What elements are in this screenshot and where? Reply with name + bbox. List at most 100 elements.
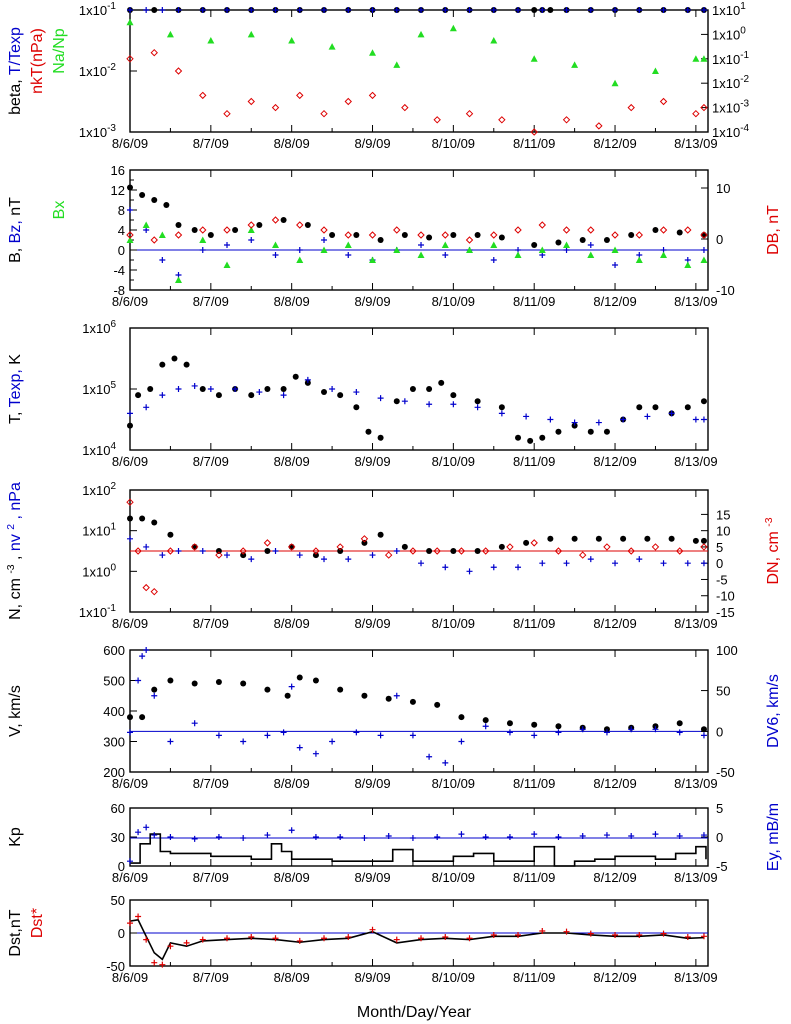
data-point	[280, 392, 287, 399]
data-point	[571, 535, 578, 542]
y-tick-label: 4	[118, 223, 125, 238]
data-point	[465, 236, 474, 244]
y-tick-label: 1x10-1	[79, 603, 117, 620]
data-point	[603, 832, 610, 839]
data-point	[418, 560, 425, 567]
data-point	[636, 7, 643, 13]
data-point	[563, 241, 571, 248]
plot-frame	[129, 9, 709, 133]
data-point	[215, 732, 222, 739]
y2-tick-label: -15	[716, 605, 735, 620]
x-tick-label: 8/7/09	[193, 616, 229, 631]
x-tick-label: 8/10/09	[432, 616, 475, 631]
data-point	[175, 222, 182, 228]
data-point	[562, 226, 571, 234]
data-point	[215, 679, 222, 686]
data-point	[498, 404, 505, 411]
data-point	[676, 720, 683, 727]
x-tick-label: 8/9/09	[354, 776, 390, 791]
y-tick-label: 1x10-2	[79, 62, 117, 79]
data-point	[539, 928, 546, 935]
data-point	[457, 547, 466, 555]
data-point	[692, 537, 699, 544]
data-point	[563, 928, 570, 935]
data-point	[264, 686, 271, 693]
data-point	[490, 564, 497, 571]
x-tick-label: 8/12/09	[593, 294, 636, 309]
data-point	[215, 834, 222, 840]
data-point	[240, 834, 247, 841]
data-point	[393, 7, 400, 13]
x-axis-title: Month/Day/Year	[357, 1004, 472, 1021]
data-point	[143, 404, 150, 411]
data-point	[321, 237, 328, 243]
data-point	[418, 935, 425, 942]
data-point	[321, 7, 328, 13]
data-point	[360, 535, 369, 543]
series-line	[129, 918, 704, 961]
x-tick-label: 8/10/09	[432, 136, 475, 151]
x-tick-label: 8/9/09	[354, 454, 390, 469]
data-point	[191, 720, 198, 727]
data-point	[498, 543, 505, 550]
data-point	[126, 55, 134, 63]
x-tick-label: 8/7/09	[193, 136, 229, 151]
data-point	[490, 37, 498, 44]
data-point	[676, 229, 683, 236]
data-point	[692, 416, 699, 423]
y2-tick-label: 1x10-4	[712, 123, 750, 140]
x-tick-label: 8/8/09	[274, 294, 310, 309]
data-point	[651, 67, 659, 74]
data-point	[264, 548, 271, 554]
data-point	[126, 498, 134, 506]
data-point	[296, 256, 304, 263]
y-tick-label: 8	[118, 203, 125, 218]
data-point	[595, 122, 603, 130]
data-point	[651, 543, 660, 551]
data-point	[159, 361, 166, 368]
x-tick-label: 8/13/09	[674, 776, 717, 791]
data-point	[450, 392, 457, 399]
data-point	[127, 184, 133, 191]
data-point	[409, 732, 416, 739]
data-point	[555, 239, 562, 246]
series-blue	[127, 207, 707, 278]
y2-axis-label: Ey, mB/m	[765, 803, 782, 871]
data-point	[612, 560, 619, 567]
data-point	[344, 97, 352, 106]
data-point	[426, 386, 433, 392]
data-point	[449, 24, 457, 32]
data-point	[527, 437, 534, 444]
data-point	[139, 192, 146, 198]
data-point	[418, 7, 425, 13]
series-green	[126, 18, 708, 87]
data-point	[515, 564, 522, 571]
data-point	[296, 937, 303, 944]
panel-bfield: 8/6/09 8/7/09 8/8/09 8/9/09 8/10/09 8/11/09 8/…	[7, 163, 782, 309]
data-point	[490, 7, 497, 13]
data-point	[547, 535, 554, 542]
data-point	[167, 677, 174, 684]
y-tick-label: 1x106	[82, 319, 116, 336]
data-point	[353, 729, 360, 736]
data-point	[223, 226, 231, 234]
data-point	[442, 252, 449, 258]
panel-beta: 8/6/09 8/7/09 8/8/09 8/9/09 8/10/09 8/11/09 8/…	[7, 1, 750, 151]
y2-tick-label: 1x10-2	[712, 74, 750, 91]
data-point	[272, 548, 279, 554]
x-tick-label: 8/8/09	[274, 870, 310, 885]
data-point	[183, 939, 190, 946]
data-point	[700, 732, 707, 739]
x-tick-label: 8/10/09	[432, 454, 475, 469]
x-tick-label: 8/9/09	[354, 616, 390, 631]
data-point	[139, 653, 146, 660]
y-tick-label: -50	[106, 959, 125, 974]
data-point	[531, 7, 538, 13]
x-tick-label: 8/9/09	[354, 970, 390, 985]
y-tick-label: 1x105	[82, 380, 116, 397]
data-point	[143, 7, 150, 13]
data-point	[166, 30, 174, 38]
data-point	[401, 398, 408, 405]
x-tick-label: 8/8/09	[274, 776, 310, 791]
data-point	[684, 7, 691, 13]
